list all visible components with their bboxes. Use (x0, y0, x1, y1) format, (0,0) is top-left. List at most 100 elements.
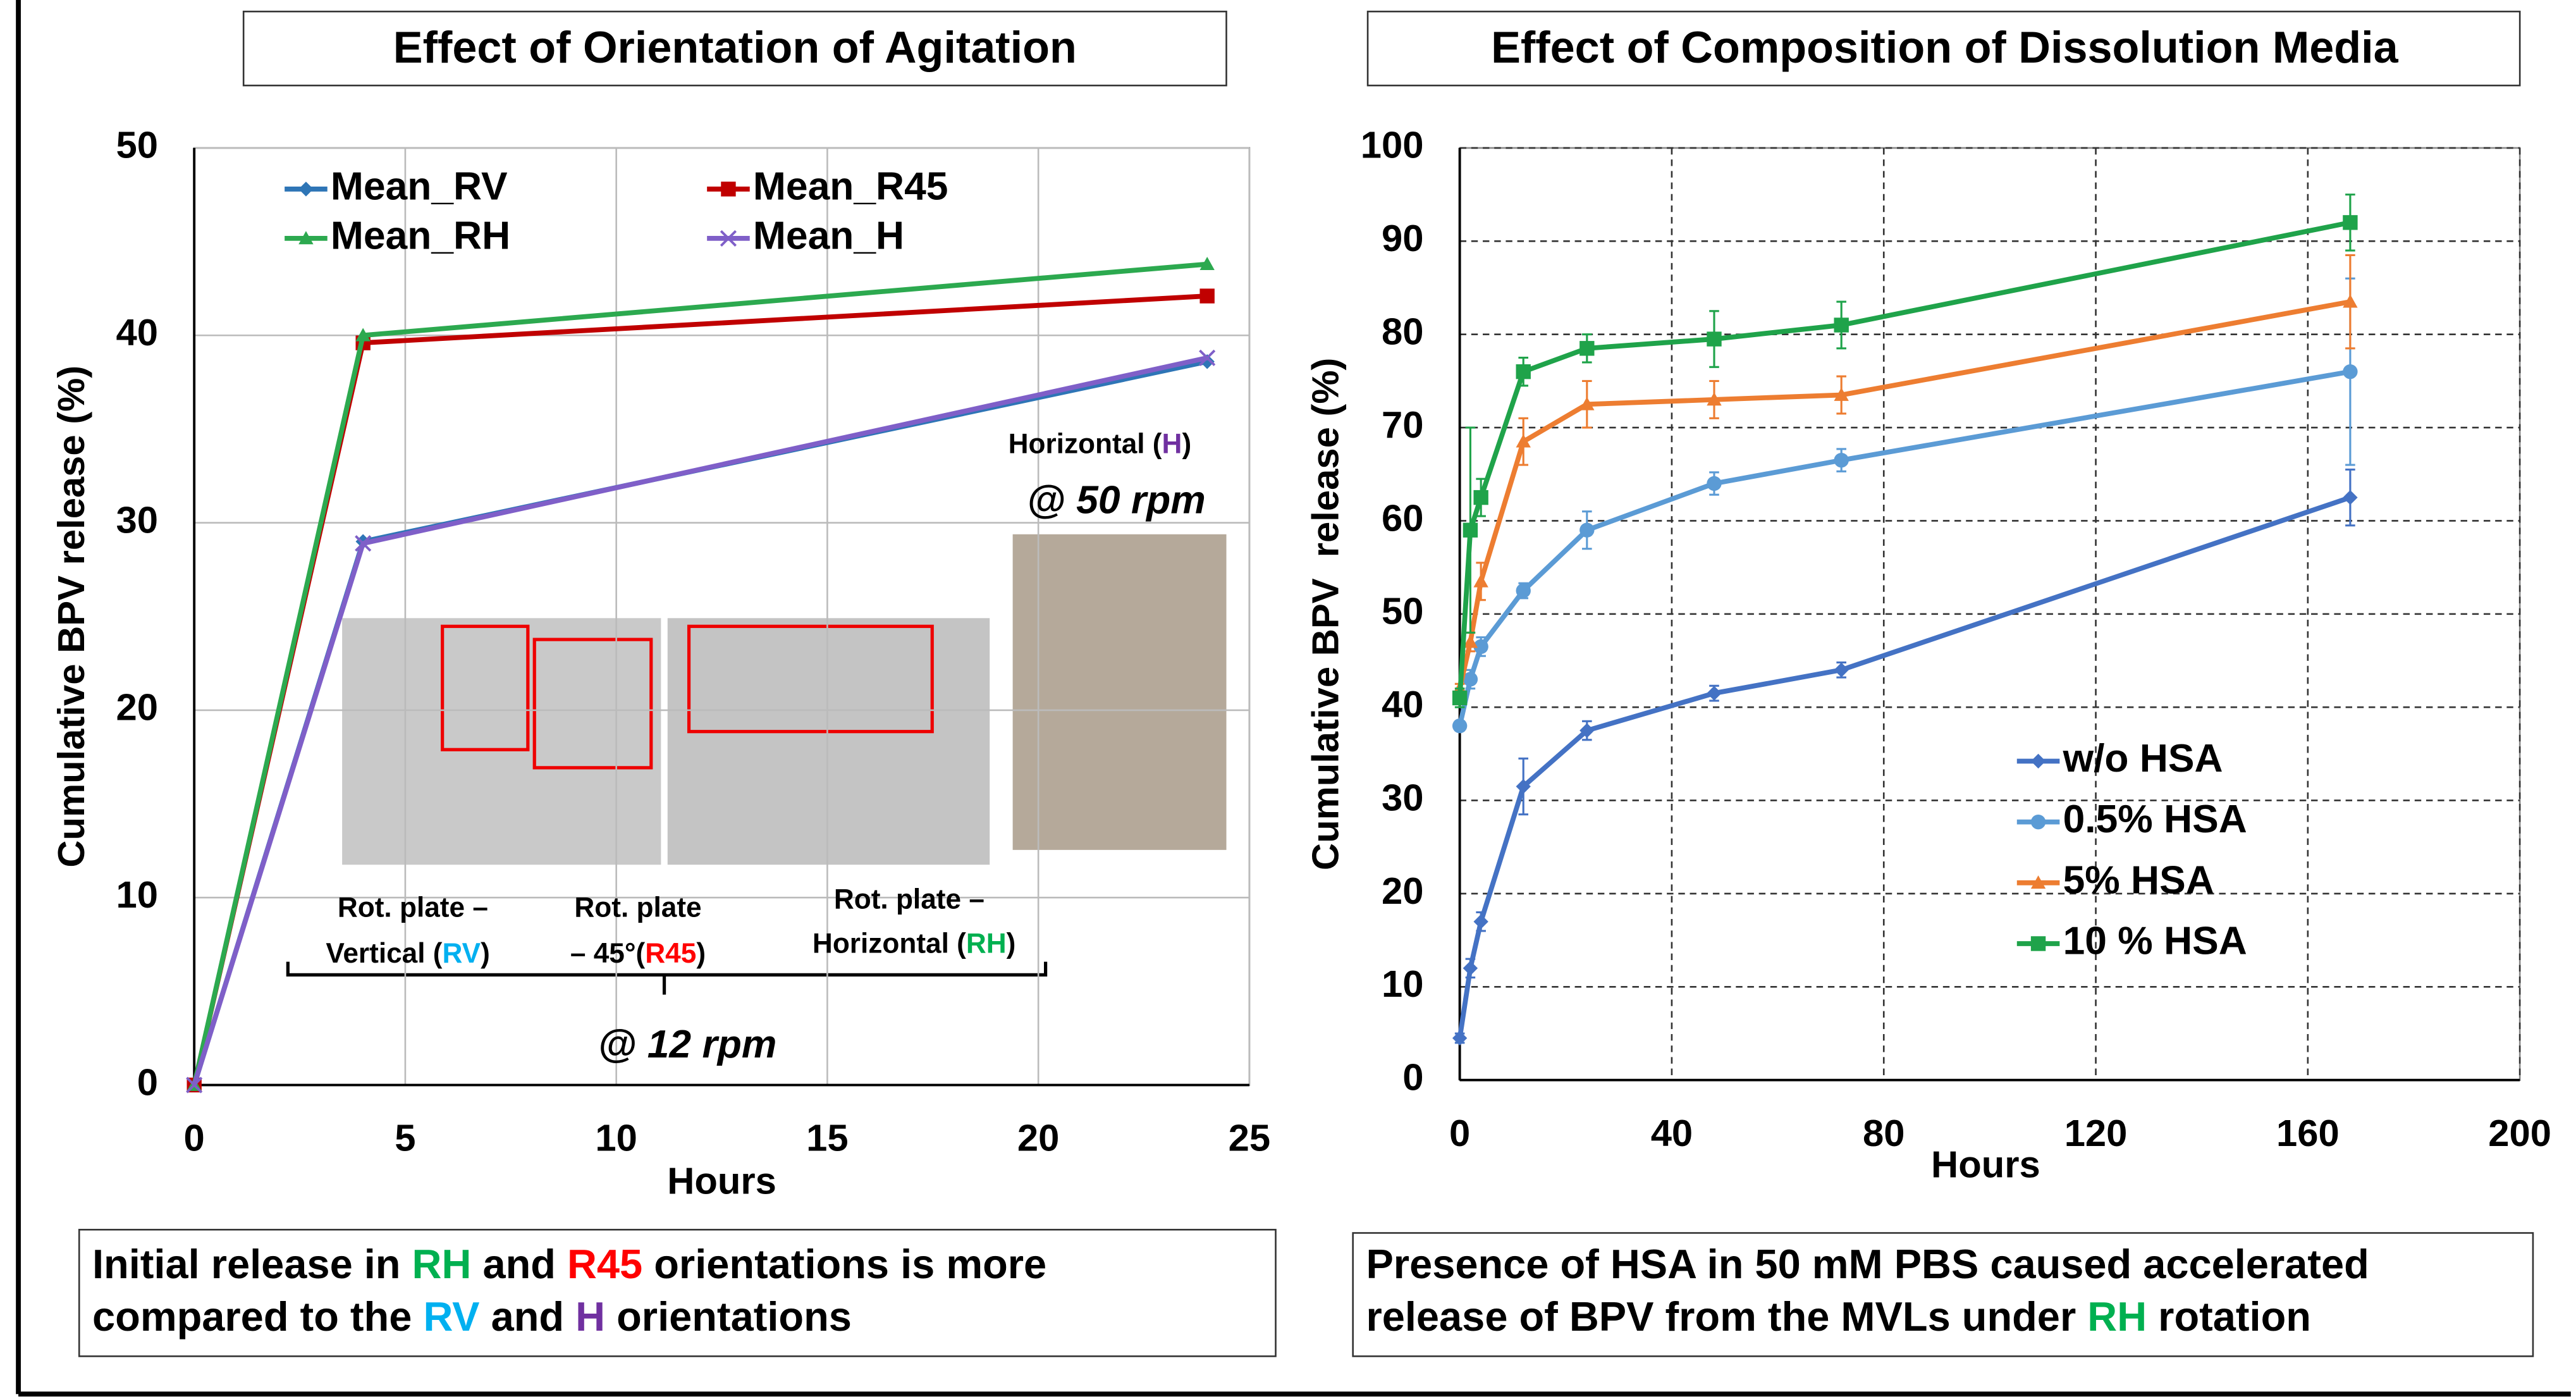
annotation-part: – 45°( (570, 938, 646, 969)
annotation: Rot. plate – (338, 892, 488, 923)
annotation: @ 50 rpm (1027, 479, 1206, 522)
annotation: Rot. plate – (834, 884, 984, 915)
y-tick-label: 80 (1382, 310, 1423, 352)
caption-part: Initial release in (92, 1241, 412, 1287)
annotation-part: R45 (645, 938, 696, 969)
caption: release of BPV from the MVLs under RH ro… (1366, 1293, 2311, 1340)
annotation-part: H (1162, 428, 1182, 459)
y-tick-label: 10 (116, 873, 158, 916)
marker (1707, 476, 1722, 491)
annotation: Horizontal (RH) (813, 928, 1015, 959)
caption-part: RH (2087, 1293, 2147, 1340)
marker (2343, 490, 2358, 505)
annotation-part: Vertical ( (326, 938, 442, 969)
annotation-part: Horizontal ( (1009, 428, 1162, 459)
caption: compared to the RV and H orientations (92, 1293, 852, 1340)
legend-marker (298, 231, 314, 245)
x-tick-label: 20 (1017, 1117, 1059, 1159)
title-box (1366, 10, 2521, 87)
legend-marker (2030, 814, 2046, 830)
annotation: Horizontal (H) (1009, 428, 1192, 459)
x-tick-label: 200 (2488, 1112, 2551, 1154)
marker (355, 535, 372, 552)
x-tick-label: 0 (184, 1117, 205, 1159)
marker (1473, 574, 1488, 588)
x-tick-label: 80 (1863, 1112, 1904, 1154)
annotation: – 45°(R45) (570, 938, 706, 969)
legend-marker (720, 230, 737, 247)
y-tick-label: 70 (1382, 404, 1423, 446)
caption-part: orientations is more (642, 1241, 1046, 1287)
photo (342, 618, 661, 865)
annotation-part: ) (696, 938, 706, 969)
marker (1463, 672, 1478, 687)
caption-part: RV (423, 1293, 479, 1340)
legend-marker (2030, 875, 2046, 889)
legend-label: Mean_H (753, 214, 904, 257)
chart-title: Effect of Orientation of Agitation (393, 22, 1077, 72)
series-line (1457, 495, 2352, 1039)
annotation: Vertical (RV) (326, 938, 489, 969)
caption-part: H (575, 1293, 605, 1340)
y-tick-label: 40 (1382, 683, 1423, 725)
marker (1199, 349, 1216, 366)
x-tick-label: 40 (1651, 1112, 1693, 1154)
legend-marker (298, 182, 314, 197)
y-axis-label: Cumulative BPV release (%) (50, 366, 92, 868)
y-tick-label: 60 (1382, 496, 1423, 539)
annotation-part: ) (1182, 428, 1191, 459)
annotation-part: Horizontal ( (813, 928, 966, 959)
photo (1012, 534, 1227, 850)
y-tick-label: 50 (1382, 590, 1423, 632)
caption-part: and (480, 1293, 576, 1340)
y-tick-label: 100 (1361, 124, 1424, 166)
annotation-part: Rot. plate – (834, 884, 984, 915)
x-axis-label: Hours (1931, 1143, 2040, 1185)
marker (1199, 288, 1215, 304)
annotation-part: RH (966, 928, 1007, 959)
y-axis-label: Cumulative BPV release (%) (1304, 358, 1346, 870)
marker (355, 328, 371, 342)
title-box (242, 10, 1227, 87)
x-tick-label: 160 (2276, 1112, 2340, 1154)
marker (1834, 387, 1849, 401)
chart-title: Effect of Composition of Dissolution Med… (1491, 22, 2399, 72)
marker (1834, 317, 1849, 333)
brace (286, 961, 1048, 995)
marker (1199, 256, 1215, 271)
caption-part: Presence of HSA in 50 mM PBS caused acce… (1366, 1241, 2369, 1287)
y-tick-label: 20 (116, 686, 158, 729)
marker (1473, 639, 1488, 655)
legend-label: 10 % HSA (2063, 919, 2247, 963)
caption-part: R45 (567, 1241, 642, 1287)
legend-label: 5% HSA (2063, 858, 2214, 902)
y-tick-label: 10 (1382, 963, 1423, 1005)
caption-part: RH (412, 1241, 472, 1287)
marker (1579, 522, 1595, 538)
annotation-part: ) (481, 938, 490, 969)
legend-label: Mean_R45 (753, 164, 948, 208)
caption: Presence of HSA in 50 mM PBS caused acce… (1366, 1241, 2369, 1287)
marker (186, 1076, 203, 1094)
annotation: Rot. plate (574, 892, 701, 923)
x-tick-label: 5 (395, 1117, 415, 1159)
x-tick-label: 120 (2064, 1112, 2128, 1154)
y-tick-label: 30 (1382, 776, 1423, 818)
marker (1463, 961, 1478, 976)
marker (1516, 583, 1531, 598)
y-tick-label: 0 (137, 1061, 158, 1103)
photo (667, 618, 990, 865)
highlight-box (687, 624, 934, 734)
x-tick-label: 15 (806, 1117, 848, 1159)
marker (1516, 364, 1531, 379)
marker (1834, 662, 1849, 677)
y-tick-label: 50 (116, 124, 158, 166)
annotation-part: Rot. plate – (338, 892, 488, 923)
annotation-part: Rot. plate (574, 892, 701, 923)
photos (342, 534, 1227, 865)
x-tick-label: 25 (1229, 1117, 1270, 1159)
annotation-part: @ 12 rpm (598, 1023, 777, 1066)
legend-label: Mean_RV (331, 164, 508, 208)
y-tick-label: 20 (1382, 870, 1423, 912)
